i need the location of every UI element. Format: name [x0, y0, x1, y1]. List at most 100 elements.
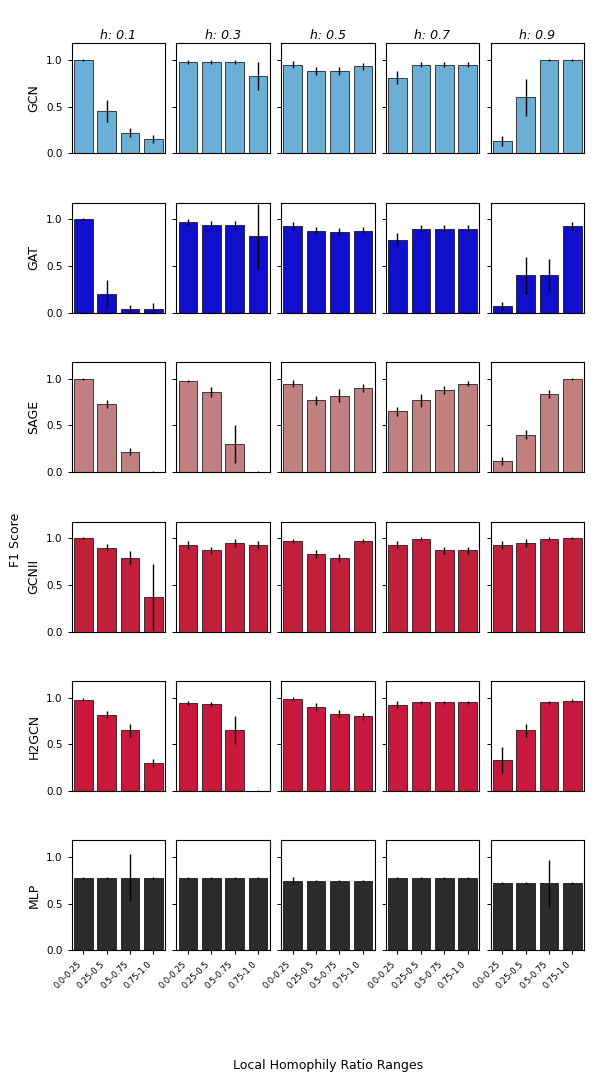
- Bar: [516, 435, 535, 472]
- Y-axis label: GCNII: GCNII: [27, 559, 41, 594]
- Bar: [539, 539, 558, 632]
- Bar: [516, 543, 535, 632]
- Bar: [283, 699, 302, 791]
- Bar: [458, 383, 477, 472]
- Bar: [493, 141, 511, 153]
- Bar: [516, 97, 535, 153]
- Y-axis label: MLP: MLP: [27, 882, 41, 908]
- Bar: [458, 65, 477, 153]
- Y-axis label: SAGE: SAGE: [27, 400, 41, 434]
- Bar: [249, 878, 268, 950]
- Title: h: 0.1: h: 0.1: [100, 29, 136, 42]
- Bar: [458, 878, 477, 950]
- Bar: [120, 730, 139, 791]
- Y-axis label: GAT: GAT: [27, 245, 41, 270]
- Bar: [74, 700, 92, 791]
- Bar: [539, 60, 558, 153]
- Bar: [539, 394, 558, 472]
- Bar: [435, 390, 454, 472]
- Bar: [539, 275, 558, 312]
- Bar: [411, 65, 430, 153]
- Bar: [283, 65, 302, 153]
- Bar: [411, 401, 430, 472]
- Bar: [563, 226, 582, 312]
- Bar: [563, 701, 582, 791]
- Bar: [330, 231, 349, 312]
- Bar: [388, 705, 407, 791]
- Bar: [179, 878, 197, 950]
- Bar: [516, 883, 535, 950]
- Bar: [563, 60, 582, 153]
- Bar: [249, 237, 268, 312]
- Bar: [202, 551, 221, 632]
- Bar: [225, 62, 244, 153]
- Bar: [353, 388, 372, 472]
- Bar: [330, 558, 349, 632]
- Bar: [411, 539, 430, 632]
- Bar: [283, 541, 302, 632]
- Bar: [74, 379, 92, 472]
- Bar: [97, 878, 116, 950]
- Bar: [330, 71, 349, 153]
- Bar: [388, 544, 407, 632]
- Bar: [74, 878, 92, 950]
- Bar: [249, 76, 268, 153]
- Bar: [225, 444, 244, 472]
- Bar: [283, 226, 302, 312]
- Bar: [97, 548, 116, 632]
- Bar: [388, 240, 407, 312]
- Bar: [97, 111, 116, 153]
- Y-axis label: GCN: GCN: [27, 84, 41, 112]
- Bar: [202, 62, 221, 153]
- Bar: [120, 133, 139, 153]
- Bar: [493, 306, 511, 312]
- Bar: [388, 878, 407, 950]
- Bar: [179, 222, 197, 312]
- Bar: [388, 78, 407, 153]
- Bar: [202, 704, 221, 791]
- Bar: [144, 762, 163, 791]
- Bar: [202, 225, 221, 312]
- Bar: [74, 538, 92, 632]
- Y-axis label: H2GCN: H2GCN: [27, 714, 41, 758]
- Bar: [120, 558, 139, 632]
- Title: h: 0.3: h: 0.3: [205, 29, 241, 42]
- Bar: [179, 544, 197, 632]
- Bar: [202, 392, 221, 472]
- Bar: [493, 461, 511, 472]
- Bar: [493, 760, 511, 791]
- Bar: [225, 878, 244, 950]
- Bar: [353, 716, 372, 791]
- Bar: [539, 883, 558, 950]
- Bar: [283, 383, 302, 472]
- Bar: [144, 139, 163, 153]
- Bar: [330, 714, 349, 791]
- Bar: [330, 395, 349, 472]
- Bar: [388, 411, 407, 472]
- Text: F1 Score: F1 Score: [9, 513, 22, 567]
- Bar: [458, 229, 477, 312]
- Bar: [120, 878, 139, 950]
- Bar: [563, 379, 582, 472]
- Bar: [330, 880, 349, 950]
- Bar: [307, 71, 325, 153]
- Bar: [563, 538, 582, 632]
- Bar: [225, 543, 244, 632]
- Bar: [353, 231, 372, 312]
- Bar: [179, 381, 197, 472]
- Bar: [97, 715, 116, 791]
- Bar: [353, 67, 372, 153]
- Bar: [120, 309, 139, 312]
- Bar: [353, 541, 372, 632]
- Bar: [435, 65, 454, 153]
- Bar: [411, 702, 430, 791]
- Bar: [458, 551, 477, 632]
- Bar: [435, 702, 454, 791]
- Bar: [516, 730, 535, 791]
- Bar: [435, 878, 454, 950]
- Bar: [283, 880, 302, 950]
- Bar: [74, 60, 92, 153]
- Bar: [411, 878, 430, 950]
- Bar: [225, 730, 244, 791]
- Bar: [144, 597, 163, 632]
